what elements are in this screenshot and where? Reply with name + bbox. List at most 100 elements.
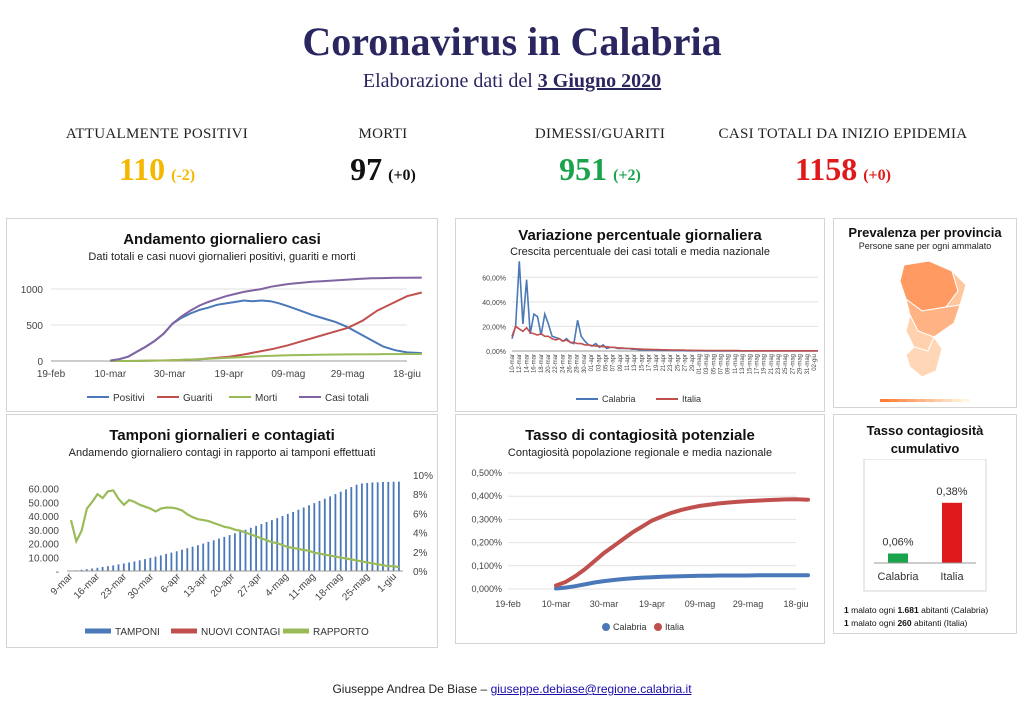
x-tick-label: 29-mag <box>733 599 764 609</box>
stat-value-line: 951 (+2) <box>520 151 680 188</box>
bar-tamponi <box>392 481 395 571</box>
bar-tamponi <box>91 568 93 571</box>
province-reggio-calabria <box>905 335 943 378</box>
panel-andamento: Andamento giornaliero casi Dati totali e… <box>6 218 438 412</box>
bar-tamponi <box>398 481 400 571</box>
x-tick-label: 05-apr <box>603 354 609 371</box>
series-line-morti <box>110 353 422 362</box>
bar-tamponi <box>159 555 162 571</box>
y2-tick-label: 2% <box>413 548 428 559</box>
stat-label: DIMESSI/GUARITI <box>534 126 666 142</box>
y-tick-label: - <box>56 567 59 578</box>
x-tick-label: 26-mar <box>568 354 574 373</box>
x-tick-label: 18-mag <box>313 571 345 603</box>
x-tick-label: 23-apr <box>668 354 674 371</box>
bar-tamponi <box>297 509 300 571</box>
bar-tamponi <box>112 565 115 571</box>
chart-subtitle: Crescita percentuale dei casi totali e m… <box>510 246 770 258</box>
page-subtitle: Elaborazione dati del 3 Giugno 2020 <box>0 70 1024 93</box>
y2-tick-label: 10% <box>413 471 433 482</box>
x-tick-label: 19-apr <box>639 599 665 609</box>
bar-tamponi <box>239 531 242 571</box>
bar-tamponi <box>133 561 136 571</box>
y-tick-label: 40.000 <box>28 512 59 523</box>
legend-label: Calabria <box>602 394 636 404</box>
stat-value: 97 <box>350 151 383 187</box>
x-tick-label: 10-mar <box>94 369 126 380</box>
bar-tamponi <box>202 543 205 571</box>
bar-tamponi <box>271 520 273 571</box>
x-tick-label: Calabria <box>878 571 920 583</box>
cumulativo-note-2: 1 malato ogni 260 abitanti (Italia) <box>844 618 967 628</box>
note-num: 1 <box>844 605 849 615</box>
x-tick-label: 22-mar <box>553 354 559 373</box>
x-tick-label: 18-mar <box>539 354 545 373</box>
x-tick-label: 25-mag <box>340 571 372 603</box>
x-tick-label: 13-apr <box>632 354 638 371</box>
y-tick-label: 500 <box>26 321 43 332</box>
x-tick-label: 16-mar <box>532 354 538 373</box>
stat-value-line: 97 (+0) <box>318 151 448 188</box>
note-mid: malato ogni <box>851 618 896 628</box>
bar-tamponi <box>234 533 236 571</box>
scale-swatch <box>943 399 952 402</box>
bar-tamponi <box>197 545 199 571</box>
tamponi-chart: - 10.000 20.000 30.000 40.000 50.000 60.000 0% 2… <box>28 471 433 638</box>
legend-label: Calabria <box>613 622 647 632</box>
y-tick-label: 50.000 <box>28 498 59 509</box>
stat-value: 110 <box>118 151 166 187</box>
x-tick-label: 31-mag <box>805 354 811 374</box>
scale-swatch <box>961 399 970 402</box>
bar-tamponi <box>345 489 347 571</box>
bar-tamponi <box>128 562 130 571</box>
bar-tamponi <box>96 567 99 571</box>
bar-calabria <box>888 553 908 563</box>
bar-tamponi <box>366 483 369 571</box>
series-line-calabria <box>554 573 810 591</box>
x-tick-label: 24-mar <box>560 354 566 373</box>
x-tick-label: 23-mag <box>776 354 782 374</box>
bar-tamponi <box>329 496 331 571</box>
bar-value-label: 0,38% <box>936 486 967 498</box>
chart-frame <box>863 459 987 592</box>
x-tick-label: 11-apr <box>625 354 631 371</box>
cumulativo-note-1: 1 malato ogni 1.681 abitanti (Calabria) <box>844 605 988 615</box>
x-tick-label: 25-apr <box>675 354 681 371</box>
x-tick-label: 03-mag <box>704 354 710 374</box>
legend-label: NUOVI CONTAGI <box>201 627 280 638</box>
stat-delta: (+0) <box>388 167 416 184</box>
stat-morti: MORTI 97 (+0) <box>318 126 448 188</box>
y-tick-label: 0,200% <box>471 538 502 548</box>
note-mid: malato ogni <box>851 605 896 615</box>
bar-tamponi <box>191 546 194 571</box>
bar-tamponi <box>186 548 189 571</box>
bar-tamponi <box>292 511 294 571</box>
x-tick-label: 13-mag <box>740 354 746 374</box>
bar-tamponi <box>302 507 305 571</box>
stat-value: 951 <box>559 151 608 187</box>
y2-tick-label: 6% <box>413 509 428 520</box>
y-tick-label: 1000 <box>21 285 44 296</box>
andamento-chart: 0 500 1000 19-feb 10-mar 30-mar 19-apr 09-mag 29… <box>21 276 423 404</box>
bar-tamponi <box>281 516 284 571</box>
chart-title: Tasso contagiosità <box>866 423 984 438</box>
chart-subtitle: Contagiosità popolazione regionale e med… <box>507 447 773 459</box>
stat-label: MORTI <box>358 126 408 142</box>
subtitle-prefix: Elaborazione dati del <box>362 70 533 92</box>
stat-value: 1158 <box>794 151 858 187</box>
chart-title-line2: cumulativo <box>890 441 960 456</box>
bar-tamponi <box>255 525 257 571</box>
footer-email-link[interactable]: giuseppe.debiase@regione.calabria.it <box>490 682 692 696</box>
y-tick-label: 0,300% <box>471 514 502 524</box>
chart-title: Prevalenza per provincia <box>848 225 1002 240</box>
x-tick-label: 19-mag <box>762 354 768 374</box>
bar-tamponi <box>249 527 252 571</box>
x-tick-label: 29-mag <box>798 354 804 374</box>
x-tick-label: 17-apr <box>647 354 653 371</box>
bar-tamponi <box>387 481 390 571</box>
x-tick-label: 11-mag <box>733 354 739 374</box>
bar-tamponi <box>361 483 363 571</box>
bar-tamponi <box>181 549 183 571</box>
x-tick-label: 30-mar <box>582 354 588 373</box>
legend-label: Italia <box>665 622 684 632</box>
